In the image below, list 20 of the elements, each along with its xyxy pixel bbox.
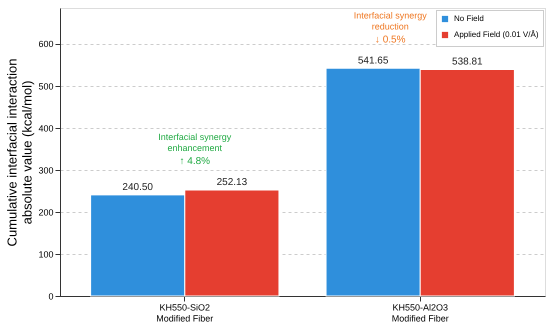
y-axis-title: Cumulative interfacial interaction absolute value (kcal/mol)	[4, 58, 34, 246]
annotation: ↑ 4.8%	[179, 156, 210, 167]
legend-label: No Field	[454, 14, 484, 23]
y-tick-label: 0	[48, 292, 54, 302]
y-tick-label: 100	[38, 249, 54, 260]
legend-label: Applied Field (0.01 V/Å)	[454, 30, 539, 39]
annotation: ↓ 0.5%	[374, 34, 406, 46]
data-label: 538.81	[452, 56, 484, 68]
annotation: Interfacial synergy reduction	[354, 10, 428, 32]
y-tick-label: 200	[38, 207, 54, 218]
data-label: 541.65	[358, 55, 389, 66]
data-label: 240.50	[122, 182, 154, 193]
y-tick-label: 300	[38, 165, 54, 176]
data-label: 252.13	[216, 176, 248, 188]
x-tick-label: KH550-SiO2 Modified Fiber	[156, 302, 214, 324]
y-tick-label: 600	[38, 39, 54, 50]
x-tick-label: KH550-Al2O3 Modified Fiber	[392, 302, 449, 324]
annotation: Interfacial synergy enhancement	[158, 132, 232, 153]
y-tick-label: 400	[38, 123, 54, 134]
y-tick-label: 500	[38, 81, 54, 92]
